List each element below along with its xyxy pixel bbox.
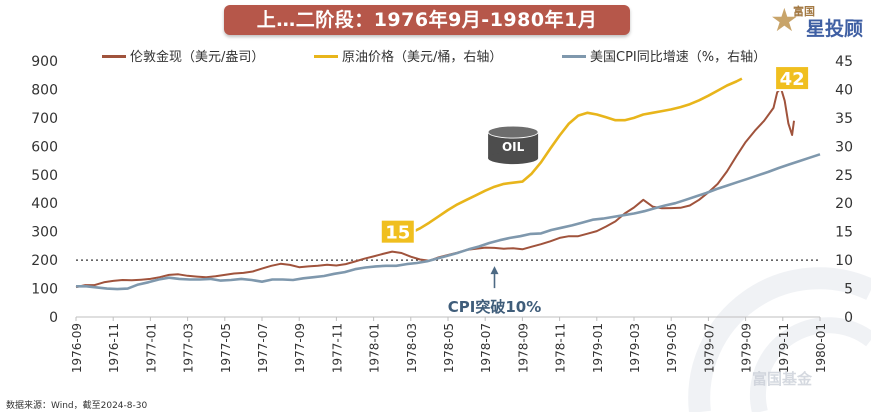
watermark: 富国基金 bbox=[752, 370, 813, 388]
y-right-tick-label: 45 bbox=[835, 54, 853, 70]
oil-barrel-bottom bbox=[488, 152, 539, 165]
source-note: 数据来源：Wind，截至2024-8-30 bbox=[6, 401, 148, 411]
y-left-tick-label: 700 bbox=[31, 111, 58, 127]
x-tick-label: 1976-11 bbox=[107, 323, 121, 373]
legend-item-oil: 原油价格（美元/桶，右轴） bbox=[314, 48, 502, 68]
y-right-tick-label: 25 bbox=[835, 168, 853, 184]
brand-logo: ★ 富国 星投顾 bbox=[770, 2, 866, 40]
legend-item-gold: 伦敦金现（美元/盎司） bbox=[102, 48, 264, 68]
y-right-tick-label: 40 bbox=[835, 82, 853, 98]
y-left-tick-label: 400 bbox=[31, 196, 58, 212]
y-left-tick-label: 0 bbox=[49, 310, 58, 326]
oil-start-label: 15 bbox=[385, 223, 410, 244]
y-right-tick-label: 15 bbox=[835, 225, 853, 241]
x-tick-label: 1979-05 bbox=[665, 323, 679, 373]
y-left-tick-label: 500 bbox=[31, 168, 58, 184]
x-tick-label: 1979-07 bbox=[702, 323, 716, 373]
logo-big-text: 星投顾 bbox=[806, 18, 864, 40]
cpi-arrow-head bbox=[490, 266, 499, 275]
x-tick-label: 1979-03 bbox=[628, 323, 642, 373]
watermark-arc bbox=[688, 267, 871, 414]
legend-item-cpi: 美国CPI同比增速（%，右轴） bbox=[562, 48, 766, 68]
y-left-tick-label: 600 bbox=[31, 139, 58, 155]
oil-start-label-box bbox=[379, 218, 416, 245]
oil-end-label-box bbox=[774, 65, 811, 92]
x-tick-label: 1978-01 bbox=[368, 323, 382, 373]
legend-label-gold: 伦敦金现（美元/盎司） bbox=[130, 50, 265, 65]
x-tick-label: 1978-11 bbox=[554, 323, 568, 373]
series-oil-line bbox=[392, 77, 743, 239]
oil-end-label: 42 bbox=[780, 69, 805, 90]
y-right-tick-label: 5 bbox=[844, 282, 853, 298]
legend-swatch-cpi bbox=[562, 55, 586, 58]
y-left-tick-label: 200 bbox=[31, 253, 58, 269]
x-tick-label: 1978-05 bbox=[442, 323, 456, 373]
y-left-tick-label: 100 bbox=[31, 282, 58, 298]
legend-swatch-oil bbox=[314, 55, 338, 58]
y-left-tick-label: 300 bbox=[31, 225, 58, 241]
legend-label-oil: 原油价格（美元/桶，右轴） bbox=[342, 50, 503, 65]
watermark-arc bbox=[750, 317, 871, 414]
x-tick-label: 1977-01 bbox=[144, 323, 158, 373]
y-right-tick-label: 35 bbox=[835, 111, 853, 127]
x-tick-label: 1978-07 bbox=[479, 323, 493, 373]
x-tick-label: 1977-07 bbox=[256, 323, 270, 373]
series-gold-line bbox=[75, 87, 795, 289]
oil-barrel-label: OIL bbox=[502, 140, 525, 154]
cpi-annotation-label: CPI突破10% bbox=[448, 298, 542, 316]
x-tick-label: 1979-11 bbox=[777, 323, 791, 373]
y-right-tick-label: 10 bbox=[835, 253, 853, 269]
x-tick-label: 1979-09 bbox=[740, 323, 754, 373]
y-right-tick-label: 30 bbox=[835, 139, 853, 155]
logo-small-text: 富国 bbox=[793, 5, 815, 18]
series-cpi-line bbox=[76, 153, 821, 291]
legend-swatch-gold bbox=[102, 55, 126, 58]
x-tick-label: 1976-09 bbox=[70, 323, 84, 373]
x-tick-label: 1979-01 bbox=[591, 323, 605, 373]
x-tick-label: 1977-03 bbox=[182, 323, 196, 373]
x-tick-label: 1977-11 bbox=[330, 323, 344, 373]
y-right-tick-label: 20 bbox=[835, 196, 853, 212]
x-tick-label: 1977-09 bbox=[293, 323, 307, 373]
chart-title: 上…二阶段：1976年9月-1980年1月 bbox=[224, 5, 630, 35]
y-left-tick-label: 800 bbox=[31, 82, 58, 98]
x-tick-label: 1977-05 bbox=[219, 323, 233, 373]
y-left-tick-label: 900 bbox=[31, 54, 58, 70]
x-tick-label: 1978-09 bbox=[516, 323, 530, 373]
x-tick-label: 1978-03 bbox=[405, 323, 419, 373]
oil-barrel-icon: OIL bbox=[487, 125, 539, 165]
oil-barrel-top bbox=[487, 125, 539, 139]
star-icon: ★ bbox=[770, 1, 799, 39]
legend-label-cpi: 美国CPI同比增速（%，右轴） bbox=[590, 50, 767, 65]
x-tick-label: 1980-01 bbox=[814, 323, 828, 373]
y-right-tick-label: 0 bbox=[844, 310, 853, 326]
